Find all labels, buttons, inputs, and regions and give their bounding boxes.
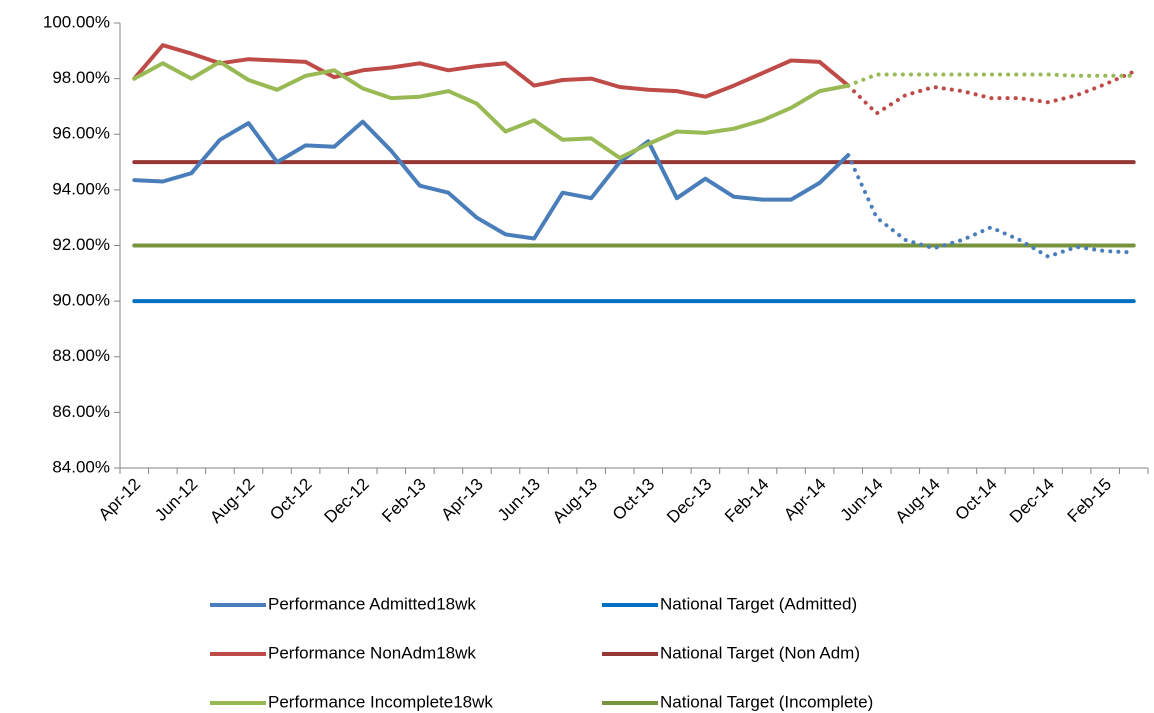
series-line xyxy=(132,119,851,241)
y-tick-label: 84.00% xyxy=(52,457,110,476)
x-tick-label: Oct-13 xyxy=(609,475,659,525)
forecast-line xyxy=(846,72,1136,88)
x-tick-label: Apr-12 xyxy=(95,475,145,525)
x-tick-label: Jun-13 xyxy=(494,475,544,525)
y-tick-label: 100.00% xyxy=(43,12,110,31)
x-tick-label: Aug-12 xyxy=(206,475,258,527)
legend-label: Performance NonAdm18wk xyxy=(268,643,476,662)
legend-label: National Target (Incomplete) xyxy=(660,692,873,711)
x-tick-label: Feb-15 xyxy=(1064,475,1116,527)
legend-label: National Target (Non Adm) xyxy=(660,643,860,662)
y-tick-label: 90.00% xyxy=(52,291,110,310)
forecast-line xyxy=(846,153,1136,259)
x-tick-label: Apr-14 xyxy=(780,475,830,525)
y-tick-label: 92.00% xyxy=(52,235,110,254)
y-tick-label: 88.00% xyxy=(52,346,110,365)
y-tick-label: 86.00% xyxy=(52,402,110,421)
legend-label: Performance Incomplete18wk xyxy=(268,692,493,711)
series-line xyxy=(132,43,851,99)
y-tick-label: 96.00% xyxy=(52,124,110,143)
x-tick-label: Oct-14 xyxy=(951,475,1001,525)
x-tick-label: Jun-14 xyxy=(837,475,887,525)
x-tick-label: Dec-14 xyxy=(1006,475,1058,527)
x-tick-label: Aug-14 xyxy=(892,475,944,527)
series-line xyxy=(132,59,851,160)
x-tick-label: Apr-13 xyxy=(437,475,487,525)
y-tick-label: 98.00% xyxy=(52,68,110,87)
legend-label: National Target (Admitted) xyxy=(660,594,857,613)
x-tick-label: Feb-14 xyxy=(721,475,773,527)
x-tick-label: Jun-12 xyxy=(151,475,201,525)
x-tick-label: Dec-12 xyxy=(321,475,373,527)
x-tick-label: Aug-13 xyxy=(549,475,601,527)
x-tick-label: Oct-12 xyxy=(266,475,316,525)
y-tick-label: 94.00% xyxy=(52,179,110,198)
x-tick-label: Dec-13 xyxy=(663,475,715,527)
legend-label: Performance Admitted18wk xyxy=(268,594,476,613)
x-tick-label: Feb-13 xyxy=(378,475,430,527)
forecast-line xyxy=(846,69,1136,116)
